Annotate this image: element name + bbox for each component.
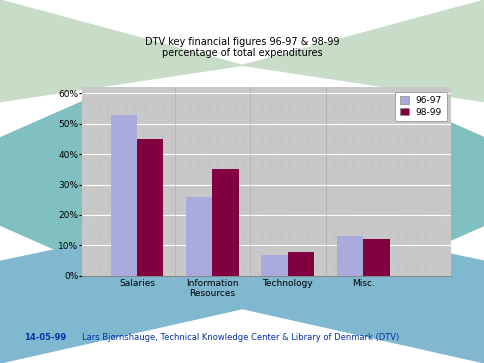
- Polygon shape: [402, 102, 484, 261]
- Text: Lars Bjørnshauge, Technical Knowledge Center & Library of Denmark (DTV): Lars Bjørnshauge, Technical Knowledge Ce…: [82, 333, 399, 342]
- Polygon shape: [242, 0, 484, 102]
- Polygon shape: [0, 211, 484, 363]
- Bar: [287, 252, 314, 276]
- Text: percentage of total expenditures: percentage of total expenditures: [162, 48, 322, 58]
- Bar: [261, 254, 287, 276]
- Legend: 96-97, 98-99: 96-97, 98-99: [394, 91, 446, 121]
- Text: DTV key financial figures 96-97 & 98-99: DTV key financial figures 96-97 & 98-99: [145, 37, 339, 47]
- Bar: [136, 139, 163, 276]
- Bar: [363, 239, 389, 276]
- Bar: [336, 236, 363, 276]
- Polygon shape: [0, 102, 82, 261]
- Bar: [185, 197, 212, 276]
- Polygon shape: [0, 0, 242, 102]
- Text: 14-05-99: 14-05-99: [24, 333, 66, 342]
- Bar: [212, 169, 238, 276]
- Bar: [110, 114, 136, 276]
